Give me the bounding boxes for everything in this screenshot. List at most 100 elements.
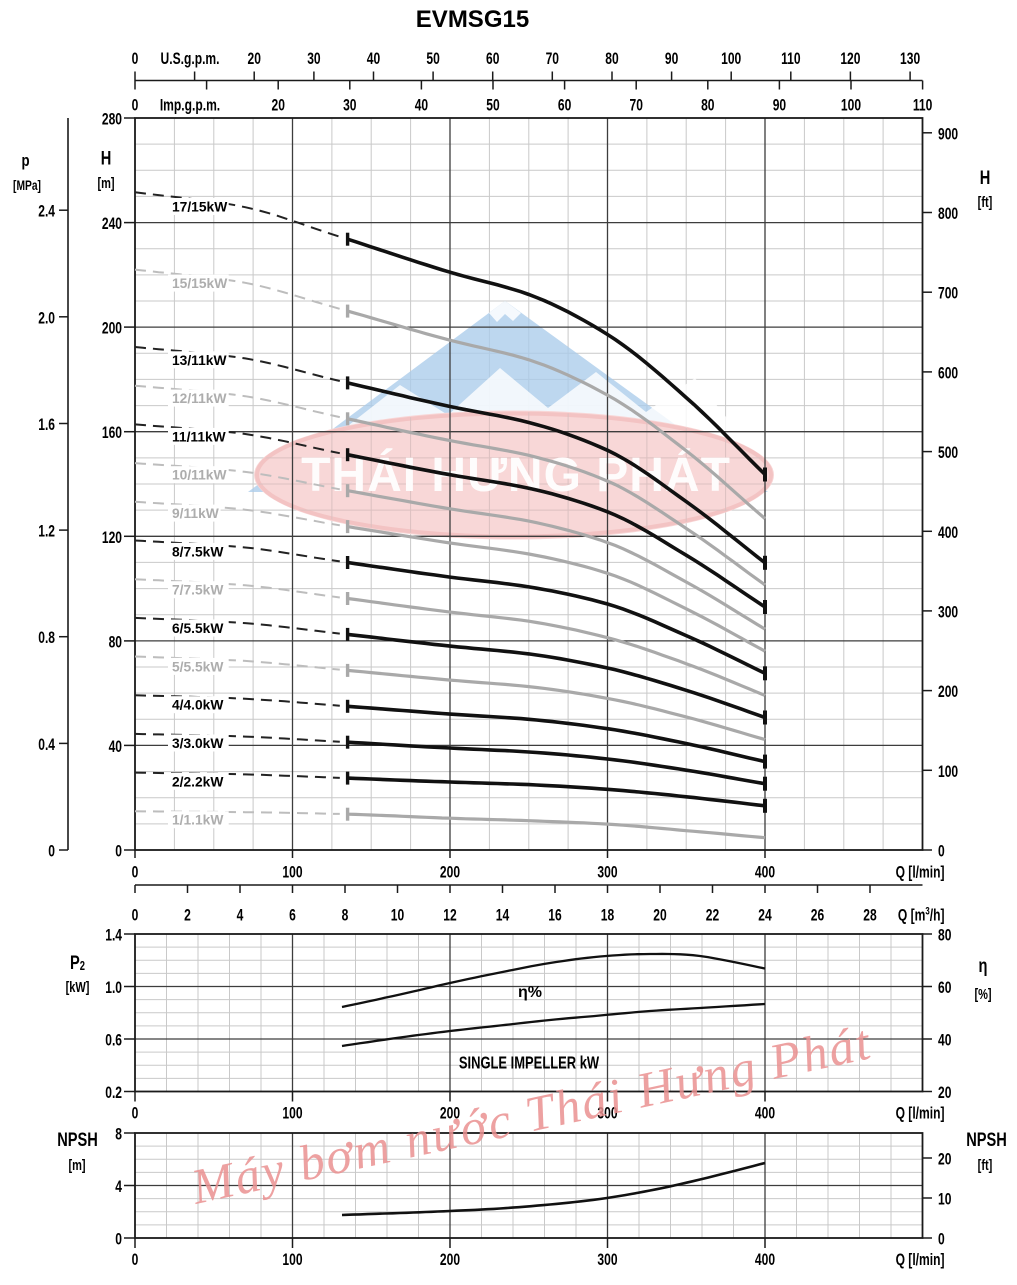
svg-text:400: 400 [755,1251,775,1269]
svg-text:20: 20 [938,1084,951,1102]
svg-text:26: 26 [811,907,824,925]
svg-text:4: 4 [237,907,244,925]
svg-text:240: 240 [102,215,122,233]
svg-text:200: 200 [938,683,958,701]
svg-text:Q [m3/h]: Q [m3/h] [898,905,945,925]
svg-text:1.4: 1.4 [105,927,122,945]
svg-text:1.0: 1.0 [105,979,122,997]
svg-text:110: 110 [913,97,932,115]
svg-text:120: 120 [102,529,122,547]
svg-text:0: 0 [132,50,139,68]
svg-text:300: 300 [597,1105,617,1123]
svg-text:15/15kW: 15/15kW [172,276,228,291]
svg-text:Imp.g.p.m.: Imp.g.p.m. [160,97,220,115]
svg-text:300: 300 [938,604,958,622]
svg-text:10: 10 [938,1191,951,1209]
svg-text:8/7.5kW: 8/7.5kW [172,544,224,559]
svg-text:4: 4 [115,1178,122,1196]
svg-text:20: 20 [247,50,260,68]
svg-text:6/5.5kW: 6/5.5kW [172,621,224,636]
svg-text:100: 100 [282,864,302,882]
svg-text:0.6: 0.6 [105,1032,122,1050]
svg-text:700: 700 [938,285,958,303]
svg-text:100: 100 [282,1105,302,1123]
svg-text:11/11kW: 11/11kW [172,429,227,444]
svg-text:Q [l/min]: Q [l/min] [896,1251,945,1269]
svg-text:20: 20 [938,1151,951,1169]
svg-text:[m]: [m] [68,1156,85,1173]
svg-text:EVMSG15: EVMSG15 [416,6,529,33]
svg-text:200: 200 [440,1251,460,1269]
svg-text:100: 100 [721,50,741,68]
svg-text:0.4: 0.4 [38,736,55,754]
svg-text:20: 20 [271,97,284,115]
svg-text:60: 60 [486,50,499,68]
svg-text:30: 30 [343,97,356,115]
svg-text:U.S.g.p.m.: U.S.g.p.m. [161,50,220,68]
svg-text:28: 28 [863,907,876,925]
svg-text:90: 90 [773,97,786,115]
svg-text:20: 20 [653,907,666,925]
svg-text:800: 800 [938,205,958,223]
svg-text:400: 400 [755,864,775,882]
svg-text:0: 0 [115,843,122,861]
svg-text:2: 2 [184,907,191,925]
svg-text:30: 30 [307,50,320,68]
svg-text:[ft]: [ft] [978,193,993,210]
svg-text:40: 40 [109,738,122,756]
svg-text:16: 16 [548,907,561,925]
svg-text:13/11kW: 13/11kW [172,353,227,368]
svg-text:50: 50 [426,50,439,68]
svg-text:2/2.2kW: 2/2.2kW [172,774,224,789]
svg-text:90: 90 [665,50,678,68]
svg-text:22: 22 [706,907,719,925]
svg-text:900: 900 [938,125,958,143]
svg-text:0: 0 [132,864,139,882]
svg-text:10: 10 [391,907,404,925]
svg-text:1.6: 1.6 [38,416,55,434]
svg-text:SINGLE IMPELLER kW: SINGLE IMPELLER kW [459,1054,599,1074]
svg-text:8: 8 [115,1126,122,1144]
svg-text:280: 280 [102,111,122,129]
svg-text:200: 200 [440,864,460,882]
svg-text:70: 70 [629,97,642,115]
svg-text:17/15kW: 17/15kW [172,200,228,215]
svg-text:2.4: 2.4 [38,203,55,221]
svg-text:100: 100 [841,97,861,115]
svg-text:Q [l/min]: Q [l/min] [896,1105,945,1123]
svg-text:NPSH: NPSH [966,1128,1007,1151]
svg-text:80: 80 [605,50,618,68]
svg-text:[MPa]: [MPa] [13,178,41,194]
svg-text:η%: η% [518,984,542,1001]
svg-text:40: 40 [938,1032,951,1050]
svg-text:300: 300 [597,1251,617,1269]
svg-text:130: 130 [900,50,920,68]
svg-text:600: 600 [938,365,958,383]
svg-text:400: 400 [938,524,958,542]
svg-text:24: 24 [758,907,772,925]
svg-text:12: 12 [443,907,456,925]
svg-text:0.2: 0.2 [105,1084,122,1102]
svg-text:300: 300 [597,864,617,882]
svg-text:3/3.0kW: 3/3.0kW [172,736,224,751]
svg-text:100: 100 [938,763,958,781]
svg-text:80: 80 [938,927,951,945]
svg-text:2.0: 2.0 [38,309,55,327]
svg-text:80: 80 [701,97,714,115]
svg-text:40: 40 [367,50,380,68]
svg-text:80: 80 [109,634,122,652]
svg-text:1.2: 1.2 [38,523,55,541]
svg-text:1/1.1kW: 1/1.1kW [172,813,224,828]
svg-text:[%]: [%] [974,985,991,1002]
svg-text:0: 0 [132,907,139,925]
svg-text:NPSH: NPSH [57,1128,98,1151]
svg-text:14: 14 [496,907,510,925]
svg-text:[ft]: [ft] [978,1156,993,1173]
svg-text:200: 200 [440,1105,460,1123]
svg-text:110: 110 [781,50,800,68]
svg-text:0: 0 [132,1105,139,1123]
svg-text:0: 0 [115,1231,122,1249]
svg-text:40: 40 [415,97,428,115]
svg-text:10/11kW: 10/11kW [172,468,227,483]
svg-text:0: 0 [48,843,55,861]
